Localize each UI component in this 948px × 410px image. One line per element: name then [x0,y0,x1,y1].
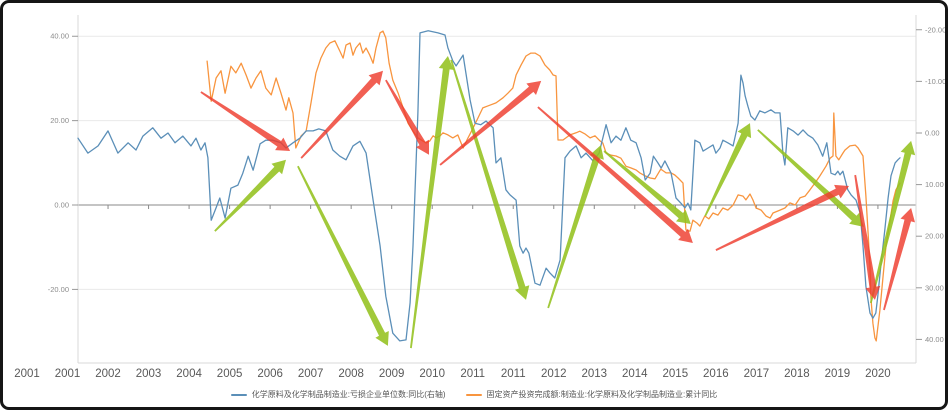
blue-series-line [77,30,901,342]
right-axis-tick-label: 0.00 [925,129,940,138]
green-trend-arrow [869,140,916,304]
left-axis-tick-label: 0.00 [54,201,69,210]
red-trend-arrow [883,208,915,311]
right-axis-tick-label: 30.00 [925,283,944,292]
x-axis-tick-label: 2005 [217,368,243,380]
x-axis-tick-label: 2010 [419,368,445,380]
right-axis-tick-label: 20.00 [925,232,944,241]
x-axis-tick-label: 2015 [663,368,689,380]
x-axis-tick-label: 2020 [865,368,891,380]
red-trend-arrow [385,79,429,155]
x-axis-tick-label: 2001 [55,368,81,380]
x-axis-tick-label: 2011 [460,368,485,380]
axis-labels: 40.00 20.00 0.00 -20.00 -20.00 -10.00 0.00 10.0… [14,25,946,380]
x-axis-tick-label: 2002 [95,368,121,380]
x-axis-tick-label: 2018 [784,368,810,380]
left-axis-tick-label: 40.00 [50,32,69,41]
x-axis-tick-label: 2009 [379,368,405,380]
red-trend-arrow [715,184,849,251]
green-trend-arrow [214,159,286,232]
x-axis-tick-label: 2013 [581,368,607,380]
orange-line-marker-icon [465,394,482,396]
legend-item-loss-enterprises[interactable]: 化学原料及化学制品制造业:亏损企业单位数:同比(右轴) [230,390,446,400]
red-trend-arrow [537,106,693,244]
x-axis-tick-label: 2003 [136,368,162,380]
green-trend-arrow [410,56,454,349]
x-axis-tick-label: 2014 [622,368,648,380]
left-axis-tick-label: -20.00 [48,285,69,294]
x-axis-tick-label: 2016 [703,368,729,380]
red-trend-arrow [854,174,881,300]
trend-arrows [200,56,916,349]
x-axis-tick-label: 2007 [298,368,324,380]
legend: 化学原料及化学制品制造业:亏损企业单位数:同比(右轴) 固定资产投资完成额:制造… [3,390,945,400]
green-trend-arrow [297,165,389,346]
blue-line-marker-icon [230,394,247,396]
right-axis-tick-label: -10.00 [925,77,946,86]
red-trend-arrow [300,70,383,159]
legend-item-fixed-asset-investment[interactable]: 固定资产投资完成额:制造业:化学原料及化学制品制造业:累计同比 [465,390,718,400]
x-axis-tick-label: 2006 [257,368,283,380]
green-trend-arrow [450,59,530,300]
chart-canvas: 40.00 20.00 0.00 -20.00 -20.00 -10.00 0.00 10.0… [14,15,946,380]
right-axis-tick-label: 10.00 [925,180,944,189]
green-trend-arrow [757,129,864,227]
x-axis-tick-label: 2011 [501,368,526,380]
right-axis-tick-label: -20.00 [925,25,946,34]
green-trend-arrow [704,123,752,217]
green-trend-arrow [547,145,604,309]
x-axis-tick-label: 2017 [744,368,770,380]
red-trend-arrow [200,91,291,151]
gridlines [77,15,917,364]
x-axis-tick-label: 2004 [176,368,202,380]
legend-label: 化学原料及化学制品制造业:亏损企业单位数:同比(右轴) [251,390,446,399]
legend-label: 固定资产投资完成额:制造业:化学原料及化学制品制造业:累计同比 [486,390,718,399]
left-axis-tick-label: 20.00 [50,116,69,125]
green-trend-arrow [603,150,691,224]
x-axis-tick-label: 2008 [338,368,364,380]
right-axis-tick-label: 40.00 [925,335,944,344]
red-trend-arrow [439,80,542,166]
x-axis-tick-label: 2012 [541,368,567,380]
x-axis-tick-label: 2001 [14,368,40,380]
x-axis-tick-label: 2019 [825,368,851,380]
